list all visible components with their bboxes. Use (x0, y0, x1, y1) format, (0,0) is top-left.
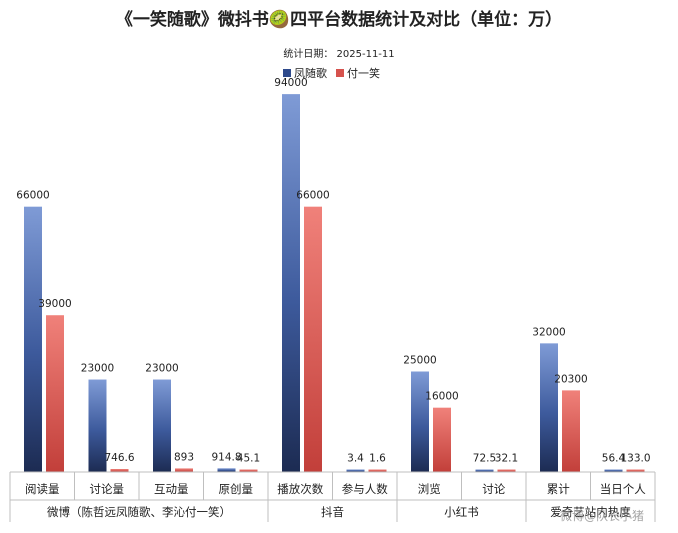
group-label-1: 抖音 (321, 505, 344, 519)
legend-swatch-series-2 (336, 69, 344, 77)
category-label-0: 阅读量 (25, 482, 60, 496)
bar-s2-5 (368, 469, 387, 472)
data-label-s2-8: 20300 (554, 373, 587, 385)
data-label-s2-6: 16000 (425, 391, 458, 403)
data-label-s1-3: 914.8 (211, 451, 241, 463)
data-label-s2-1: 746.6 (104, 452, 134, 464)
category-label-8: 累计 (547, 482, 570, 496)
legend: 凤随歌 付一笑 (283, 66, 380, 80)
bar-s2-8 (562, 390, 580, 472)
group-label-2: 小红书 (444, 505, 479, 519)
data-label-s1-8: 32000 (532, 326, 565, 338)
legend-swatch-series-1 (283, 69, 291, 77)
bars (24, 94, 645, 473)
bar-s2-9 (626, 469, 645, 472)
data-label-s1-4: 94000 (274, 77, 307, 89)
data-label-s2-9: 133.0 (620, 453, 650, 465)
data-label-s1-0: 66000 (16, 190, 49, 202)
category-label-5: 参与人数 (342, 482, 388, 496)
data-label-s1-6: 25000 (403, 355, 436, 367)
bar-s1-9 (604, 469, 623, 472)
group-label-3: 爱奇艺站内热度 (550, 505, 631, 519)
bar-s2-6 (433, 407, 451, 472)
bar-s2-2 (175, 468, 193, 472)
category-label-7: 讨论 (482, 482, 505, 496)
data-label-s2-3: 45.1 (237, 453, 260, 465)
category-label-4: 播放次数 (277, 482, 323, 496)
data-label-s2-4: 66000 (296, 190, 329, 202)
bar-s1-1 (88, 379, 107, 472)
bar-s2-1 (110, 468, 129, 472)
bar-s2-7 (497, 469, 516, 472)
data-label-s2-7: 32.1 (495, 453, 518, 465)
category-label-9: 当日个人 (600, 482, 646, 496)
category-label-1: 讨论量 (90, 482, 125, 496)
data-label-s1-9: 56.4 (602, 453, 626, 465)
bar-s1-6 (411, 371, 429, 472)
category-label-3: 原创量 (219, 482, 254, 496)
watermark: 微博@队长小猪 (560, 508, 644, 523)
legend-label-series-2: 付一笑 (347, 66, 380, 80)
bar-s2-4 (304, 206, 322, 472)
data-label-s1-1: 23000 (81, 363, 114, 375)
bar-s1-7 (475, 469, 494, 472)
data-label-s2-2: 893 (174, 451, 194, 463)
bar-s2-3 (239, 469, 258, 472)
bar-s1-0 (24, 206, 42, 472)
category-axis: 阅读量 讨论量 互动量 原创量 播放次数 参与人数 浏览 讨论 累计 当日个人微博（陈哲远凤随歌、… (9, 471, 656, 522)
bar-s1-2 (153, 379, 171, 472)
group-label-0: 微博（陈哲远凤随歌、李沁付一笑） (47, 505, 231, 519)
chart-subtitle: 统计日期： 2025-11-11 (283, 47, 394, 60)
data-label-s1-2: 23000 (145, 363, 178, 375)
legend-label-series-1: 凤随歌 (294, 66, 327, 80)
chart-title: 《一笑随歌》微抖书🥝四平台数据统计及对比（单位：万） (116, 8, 562, 30)
category-label-2: 互动量 (154, 482, 189, 496)
data-label-s2-0: 39000 (38, 298, 71, 310)
bar-s1-8 (540, 343, 558, 472)
value-labels: 66000 39000 23000 746.6 23000 893 914.845.1 940… (16, 77, 650, 464)
category-label-6: 浏览 (418, 482, 441, 496)
bar-s1-3 (217, 468, 236, 472)
bar-s1-4 (282, 94, 300, 473)
bar-s2-0 (46, 315, 64, 472)
data-label-s1-7: 72.5 (473, 453, 496, 465)
bar-s1-5 (346, 469, 365, 472)
data-label-s2-5: 1.6 (369, 453, 386, 465)
data-label-s1-5: 3.4 (347, 453, 364, 465)
